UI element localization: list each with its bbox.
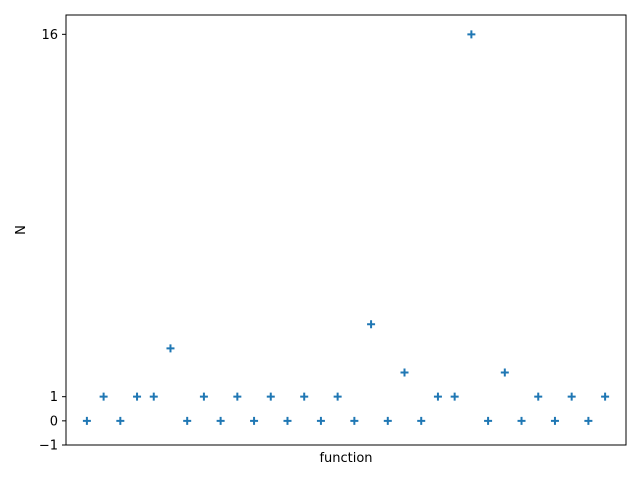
data-point (149, 392, 158, 401)
data-point (133, 392, 142, 401)
data-point (433, 392, 442, 401)
x-axis-label: function (319, 451, 372, 466)
data-point (333, 392, 342, 401)
data-point (316, 416, 325, 425)
data-point (550, 416, 559, 425)
data-points (82, 30, 610, 425)
data-point (183, 416, 192, 425)
y-tick-label: 16 (41, 28, 58, 43)
data-point (199, 392, 208, 401)
data-point (250, 416, 259, 425)
data-point (500, 368, 509, 377)
data-point (233, 392, 242, 401)
y-tick-label: −1 (39, 439, 58, 454)
data-point (99, 392, 108, 401)
y-axis-label: N (14, 225, 29, 235)
data-point (467, 30, 476, 39)
data-point (350, 416, 359, 425)
data-point (383, 416, 392, 425)
data-point (400, 368, 409, 377)
data-point (534, 392, 543, 401)
data-point (601, 392, 610, 401)
data-point (82, 416, 91, 425)
plot-frame (65, 14, 627, 446)
data-point (283, 416, 292, 425)
data-point (567, 392, 576, 401)
data-point (216, 416, 225, 425)
data-point (116, 416, 125, 425)
y-tick-label: 0 (50, 414, 58, 429)
y-tick-label: 1 (50, 390, 58, 405)
data-point (584, 416, 593, 425)
data-point (300, 392, 309, 401)
data-point (166, 344, 175, 353)
data-point (450, 392, 459, 401)
y-axis-ticks: −1 0 1 16 (39, 28, 66, 454)
data-point (367, 320, 376, 329)
data-point (266, 392, 275, 401)
data-point (484, 416, 493, 425)
data-point (517, 416, 526, 425)
data-point (417, 416, 426, 425)
